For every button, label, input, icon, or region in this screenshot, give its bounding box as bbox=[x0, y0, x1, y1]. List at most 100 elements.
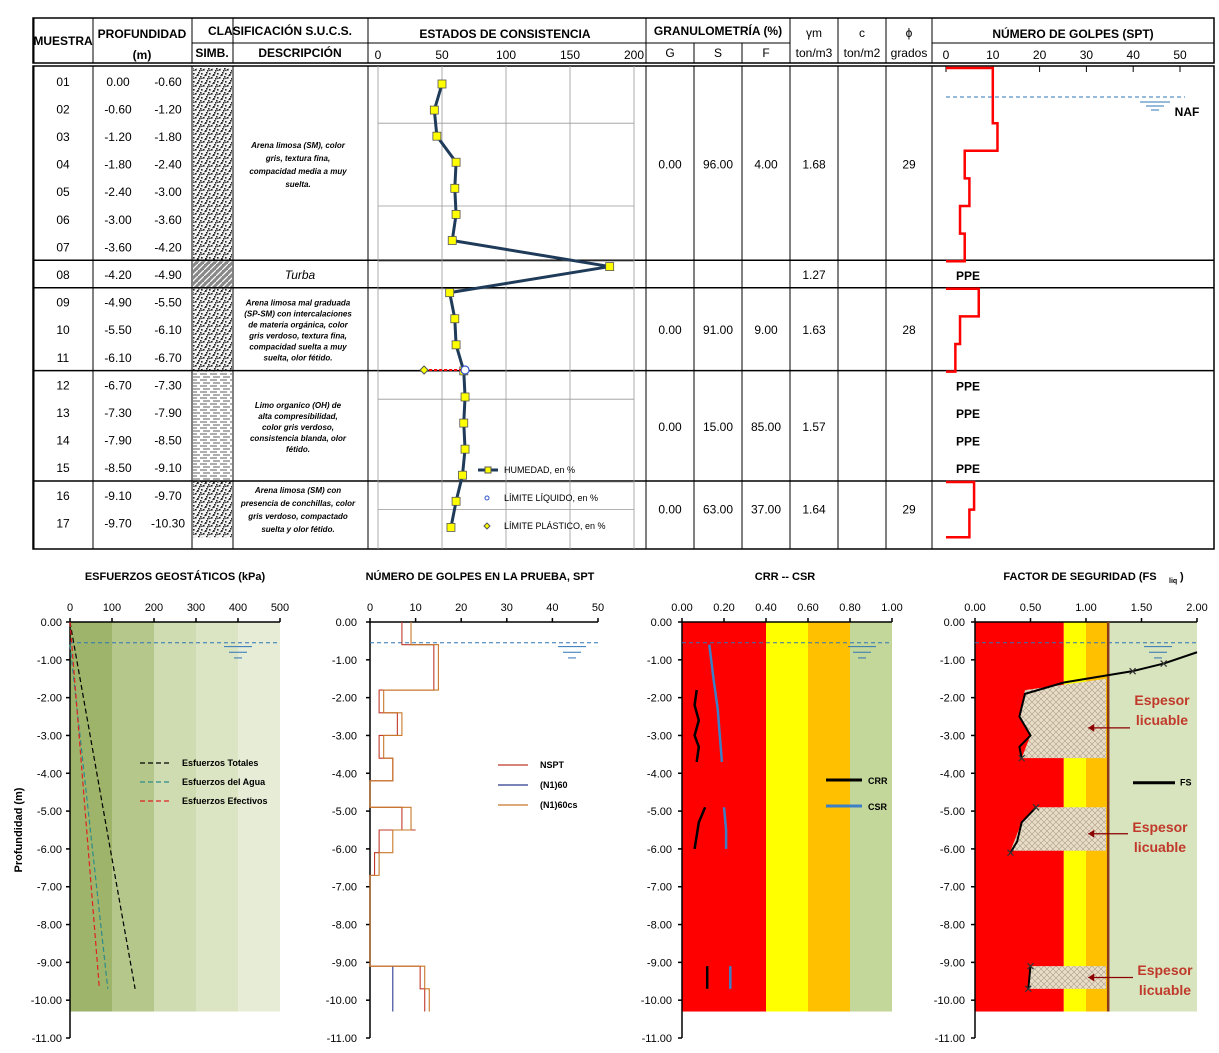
header-prof-unit: (m) bbox=[133, 48, 152, 62]
stratum-description: (SP-SM) con intercalaciones bbox=[244, 310, 352, 319]
sample-id: 08 bbox=[56, 268, 70, 282]
sample-depth-from: -1.80 bbox=[104, 158, 132, 172]
sample-id: 07 bbox=[56, 240, 70, 254]
unit-weight: 1.64 bbox=[802, 503, 826, 517]
sample-depth-to: -3.00 bbox=[154, 185, 182, 199]
x-tick-label: 50 bbox=[592, 602, 604, 614]
y-tick-label: -11.00 bbox=[935, 1033, 965, 1045]
x-tick-label: 40 bbox=[546, 602, 558, 614]
sample-depth-from: -2.40 bbox=[104, 185, 132, 199]
crr-csr-series-line bbox=[693, 689, 701, 763]
y-tick-label: -1.00 bbox=[37, 655, 62, 667]
header-c-unit: ton/m2 bbox=[844, 46, 881, 60]
estados-tick-label: 100 bbox=[496, 48, 516, 62]
x-tick-label: 0.60 bbox=[797, 602, 818, 614]
sample-depth-from: -4.20 bbox=[104, 268, 132, 282]
header-gamma: γm bbox=[806, 26, 822, 40]
stratum-description: suelta, olor fétido. bbox=[264, 354, 333, 363]
spt-legend-label: (N1)60cs bbox=[540, 800, 578, 810]
y-tick-label: -7.00 bbox=[647, 882, 672, 894]
fs-point-marker bbox=[1129, 667, 1137, 675]
sample-depth-from: -8.50 bbox=[104, 461, 132, 475]
legend-humedad-label: HUMEDAD, en % bbox=[504, 465, 575, 475]
stratum-description: gris, textura fina, bbox=[265, 154, 330, 163]
y-tick-label: -1.00 bbox=[332, 655, 357, 667]
x-tick-label: 0.00 bbox=[671, 602, 692, 614]
spt-tick-label: 50 bbox=[1173, 48, 1187, 62]
humedad-point bbox=[437, 79, 447, 89]
y-tick-label: -9.00 bbox=[940, 957, 965, 969]
x-tick-label: 0.80 bbox=[839, 602, 860, 614]
spt-series-line bbox=[369, 622, 435, 1012]
fs-point-marker bbox=[1027, 962, 1034, 970]
granulometry-f: 37.00 bbox=[751, 503, 781, 517]
sample-id: 09 bbox=[56, 296, 70, 310]
header-gamma-unit: ton/m3 bbox=[796, 46, 833, 60]
granulometry-g: 0.00 bbox=[658, 503, 682, 517]
humedad-point bbox=[451, 496, 461, 506]
y-tick-label: -10.00 bbox=[31, 995, 62, 1007]
humedad-point bbox=[458, 470, 467, 480]
chart4-title: FACTOR DE SEGURIDAD (FS bbox=[1003, 571, 1156, 583]
sample-id: 04 bbox=[56, 158, 70, 172]
granulometry-g: 0.00 bbox=[658, 158, 682, 172]
y-tick-label: -5.00 bbox=[647, 806, 672, 818]
ppe-label: PPE bbox=[956, 269, 980, 283]
unit-weight: 1.57 bbox=[802, 420, 826, 434]
annotation-label: Espesor bbox=[1134, 692, 1190, 708]
stratum-description: Arena limosa (SM) con bbox=[254, 486, 341, 495]
stratum-symbol bbox=[193, 68, 232, 262]
spt-tick-label: 30 bbox=[1080, 48, 1094, 62]
y-tick-label: -2.00 bbox=[37, 693, 62, 705]
sample-depth-from: -9.70 bbox=[104, 516, 132, 530]
x-tick-label: 0.50 bbox=[1020, 602, 1041, 614]
humedad-series-line bbox=[432, 83, 610, 528]
y-tick-label: -7.00 bbox=[332, 882, 357, 894]
limite-liquido-point bbox=[460, 365, 470, 375]
legend-lp-label: LÍMITE PLÁSTICO, en % bbox=[504, 521, 606, 531]
fs-series-line bbox=[1027, 966, 1032, 989]
x-tick-label: 200 bbox=[145, 602, 163, 614]
y-tick-label: -8.00 bbox=[647, 920, 672, 932]
y-tick-label: -10.00 bbox=[326, 995, 357, 1007]
sample-depth-to: -4.90 bbox=[154, 268, 182, 282]
liquefiable-zone bbox=[1019, 678, 1106, 759]
header-granulometria: GRANULOMETRÍA (%) bbox=[654, 23, 782, 38]
fs-point-marker bbox=[1018, 754, 1026, 762]
sample-id: 15 bbox=[56, 461, 70, 475]
ppe-label: PPE bbox=[956, 407, 980, 421]
fs-point-marker bbox=[1032, 803, 1040, 811]
sample-id: 10 bbox=[56, 323, 70, 337]
sample-depth-from: 0.00 bbox=[106, 75, 130, 89]
y-tick-label: 0.00 bbox=[651, 617, 672, 629]
sample-depth-from: -1.20 bbox=[104, 130, 132, 144]
header-descripcion: DESCRIPCIÓN bbox=[258, 45, 341, 60]
x-tick-label: 0.20 bbox=[713, 602, 734, 614]
chart1-title: ESFUERZOS GEOSTÁTICOS (kPa) bbox=[85, 570, 266, 583]
granulometry-g: 0.00 bbox=[658, 323, 682, 337]
annotation-label: licuable bbox=[1136, 712, 1188, 728]
stratum-description: Limo organico (OH) de bbox=[255, 401, 342, 410]
stratum-description: gris verdoso, compactado bbox=[247, 512, 348, 521]
stratum-description: color gris verdoso, bbox=[262, 423, 334, 432]
header-muestra: MUESTRA bbox=[33, 34, 93, 48]
annotation-label: Espesor bbox=[1137, 962, 1193, 978]
chart2-title: NÚMERO DE GOLPES EN LA PRUEBA, SPT bbox=[366, 570, 595, 583]
x-tick-label: 10 bbox=[409, 602, 421, 614]
background-band bbox=[196, 622, 238, 1012]
y-tick-label: -9.00 bbox=[332, 957, 357, 969]
legend-humedad-marker bbox=[484, 466, 492, 474]
sample-depth-from: -6.70 bbox=[104, 378, 132, 392]
x-tick-label: 0 bbox=[67, 602, 73, 614]
sample-depth-to: -8.50 bbox=[154, 434, 182, 448]
y-tick-label: 0.00 bbox=[336, 617, 357, 629]
sample-depth-from: -4.90 bbox=[104, 296, 132, 310]
y-tick-label: -10.00 bbox=[934, 995, 965, 1007]
crr-csr-series-line bbox=[693, 806, 707, 850]
granulometry-s: 15.00 bbox=[703, 420, 733, 434]
y-tick-label: -2.00 bbox=[647, 693, 672, 705]
humedad-point bbox=[447, 236, 457, 245]
sample-depth-from: -6.10 bbox=[104, 351, 132, 365]
stratum-symbol bbox=[193, 261, 232, 289]
sample-id: 12 bbox=[56, 378, 70, 392]
